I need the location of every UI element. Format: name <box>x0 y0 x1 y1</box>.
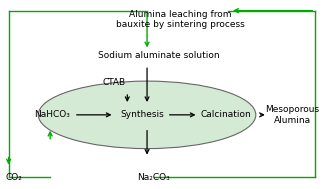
Text: Alumina leaching from: Alumina leaching from <box>129 10 232 19</box>
Text: Mesoporous: Mesoporous <box>265 105 319 114</box>
Text: Na₂CO₃: Na₂CO₃ <box>138 173 170 182</box>
Ellipse shape <box>38 81 256 149</box>
Text: Calcination: Calcination <box>201 110 251 119</box>
Text: CTAB: CTAB <box>103 78 126 87</box>
Text: bauxite by sintering process: bauxite by sintering process <box>116 20 245 29</box>
Text: Alumina: Alumina <box>274 116 311 125</box>
Text: NaHCO₃: NaHCO₃ <box>34 110 70 119</box>
Text: CO₂: CO₂ <box>5 173 22 182</box>
Text: Sodium aluminate solution: Sodium aluminate solution <box>98 51 220 60</box>
Text: Synthesis: Synthesis <box>120 110 164 119</box>
